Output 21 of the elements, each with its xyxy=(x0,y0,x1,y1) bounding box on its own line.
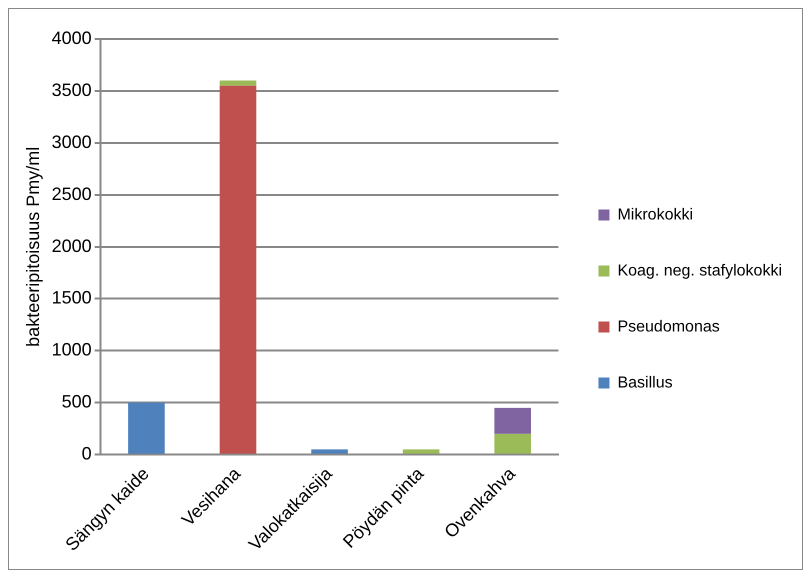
bar xyxy=(128,402,165,454)
y-tick-label: 500 xyxy=(62,392,92,412)
bar xyxy=(494,408,531,434)
y-axis-title: bakteeripitoisuus Pmy/ml xyxy=(22,146,43,347)
bar xyxy=(494,434,531,454)
legend-label: Koag. neg. stafylokokki xyxy=(617,262,782,280)
legend-label: Mikrokokki xyxy=(617,206,694,224)
y-tick-label: 3500 xyxy=(52,80,92,100)
bar xyxy=(402,449,440,454)
y-tick-label: 3000 xyxy=(52,132,92,152)
y-tick-label: 2500 xyxy=(52,184,92,204)
bar xyxy=(220,80,256,86)
y-tick-label: 0 xyxy=(82,444,92,464)
y-tick-label: 1000 xyxy=(52,340,92,360)
y-tick-label: 2000 xyxy=(52,236,92,256)
bar xyxy=(220,86,256,454)
legend-label: Pseudomonas xyxy=(617,318,720,336)
bar xyxy=(311,449,348,454)
y-tick-label: 4000 xyxy=(52,28,92,48)
legend-label: Basillus xyxy=(617,374,673,392)
y-tick-label: 1500 xyxy=(52,288,92,308)
